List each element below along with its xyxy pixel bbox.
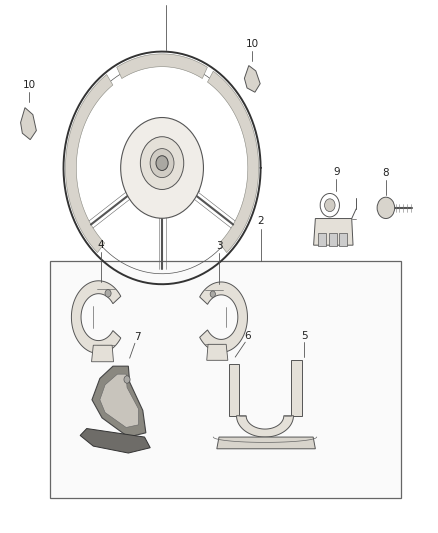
Polygon shape	[92, 366, 146, 437]
Circle shape	[124, 376, 130, 383]
Bar	[339, 233, 347, 246]
Text: 4: 4	[97, 240, 104, 250]
Polygon shape	[92, 345, 113, 362]
Polygon shape	[314, 219, 353, 245]
Text: 8: 8	[382, 168, 389, 178]
Polygon shape	[217, 437, 315, 449]
Text: 10: 10	[23, 80, 36, 90]
Polygon shape	[71, 281, 121, 353]
Circle shape	[140, 136, 184, 189]
Circle shape	[156, 156, 168, 171]
Circle shape	[121, 118, 203, 219]
Polygon shape	[100, 374, 138, 427]
Polygon shape	[117, 54, 208, 78]
Bar	[50, 261, 401, 498]
Text: 2: 2	[257, 216, 264, 226]
Polygon shape	[229, 364, 239, 416]
Text: 5: 5	[301, 331, 308, 341]
Circle shape	[150, 149, 174, 177]
Text: 9: 9	[333, 167, 340, 177]
Text: 6: 6	[244, 331, 251, 341]
Circle shape	[325, 199, 335, 212]
Polygon shape	[244, 66, 260, 92]
Polygon shape	[21, 108, 36, 140]
Polygon shape	[200, 282, 247, 352]
Bar	[329, 233, 337, 246]
Polygon shape	[237, 416, 293, 437]
Circle shape	[377, 197, 395, 219]
Polygon shape	[208, 71, 258, 253]
Bar	[318, 233, 326, 246]
Polygon shape	[80, 429, 150, 453]
Circle shape	[210, 291, 215, 297]
Circle shape	[105, 289, 111, 297]
Text: 3: 3	[215, 241, 223, 251]
Text: 10: 10	[246, 39, 259, 49]
Polygon shape	[291, 360, 302, 416]
Polygon shape	[207, 344, 228, 360]
Polygon shape	[66, 75, 113, 253]
Text: 7: 7	[134, 332, 141, 342]
